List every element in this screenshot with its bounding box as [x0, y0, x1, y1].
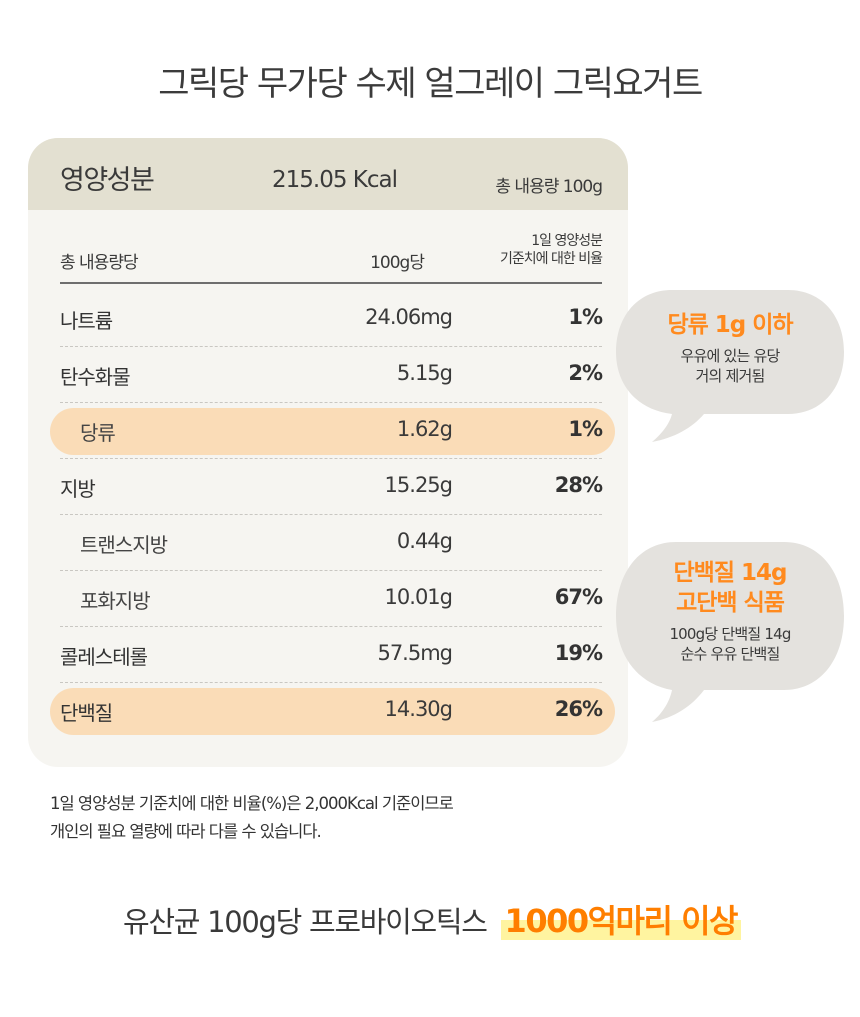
probiotics-count: 1000억마리 이상 — [504, 902, 739, 940]
nutrition-facts-card: 영양성분 215.05 Kcal 총 내용량 100g 총 내용량당 100g당… — [28, 138, 628, 767]
bubble-sub-line-2: 거의 제거됨 — [695, 367, 766, 385]
bubble-sub-line-2: 순수 우유 단백질 — [680, 645, 781, 663]
column-headers: 총 내용량당 100g당 1일 영양성분 기준치에 대한 비율 — [60, 226, 603, 284]
nutrient-amount: 5.15g — [396, 361, 453, 385]
nutrient-percent: 1% — [568, 305, 603, 329]
nutrient-name: 트랜스지방 — [80, 533, 168, 557]
nutrient-row-saturated-fat: 포화지방 10.01g 67% — [60, 571, 603, 627]
speech-bubble-sugar: 당류 1g 이하 우유에 있는 유당 거의 제거됨 — [612, 286, 848, 446]
nutrient-name: 당류 — [80, 421, 116, 445]
bubble-text: 당류 1g 이하 우유에 있는 유당 거의 제거됨 — [612, 310, 848, 386]
nutrient-row-sodium: 나트륨 24.06mg 1% — [60, 291, 603, 347]
nutrient-amount: 10.01g — [384, 585, 453, 609]
page-title: 그릭당 무가당 수제 얼그레이 그릭요거트 — [158, 64, 703, 104]
column-header-amount: 100g당 — [370, 253, 425, 273]
nutrient-name: 나트륨 — [60, 309, 113, 333]
ratio-line-1: 1일 영양성분 — [531, 233, 603, 249]
nutrient-amount: 24.06mg — [365, 305, 453, 329]
footnote-line-1: 1일 영양성분 기준치에 대한 비율(%)은 2,000Kcal 기준이므로 — [50, 794, 454, 813]
nutrient-row-trans-fat: 트랜스지방 0.44g — [60, 515, 602, 571]
bubble-text: 단백질 14g 고단백 식품 100g당 단백질 14g 순수 우유 단백질 — [612, 558, 848, 664]
marker-highlight — [500, 920, 741, 940]
speech-bubble-protein: 단백질 14g 고단백 식품 100g당 단백질 14g 순수 우유 단백질 — [612, 536, 848, 726]
nutrient-percent: 67% — [554, 585, 603, 609]
nutrient-percent: 28% — [554, 473, 603, 497]
nutrient-amount: 0.44g — [396, 529, 453, 553]
nutrient-amount: 1.62g — [396, 417, 453, 441]
probiotics-highlight: 1000억마리 이상 — [500, 896, 741, 942]
nutrient-name: 콜레스테롤 — [60, 645, 148, 669]
nutrient-name: 단백질 — [60, 701, 113, 725]
column-header-ratio: 1일 영양성분 기준치에 대한 비율 — [500, 232, 603, 268]
nutrient-percent: 2% — [568, 361, 603, 385]
bubble-sub-line-1: 100g당 단백질 14g — [669, 625, 791, 643]
nutrient-amount: 15.25g — [384, 473, 453, 497]
nutrient-row-carbohydrate: 탄수화물 5.15g 2% — [60, 347, 603, 403]
speech-bubble-shape-icon — [616, 290, 844, 442]
nutrient-percent: 1% — [568, 417, 603, 441]
nutrient-row-fat: 지방 15.25g 28% — [60, 459, 603, 515]
footnote: 1일 영양성분 기준치에 대한 비율(%)은 2,000Kcal 기준이므로 개… — [50, 790, 454, 846]
nutrient-amount: 14.30g — [384, 697, 453, 721]
bubble-headline-2: 고단백 식품 — [676, 590, 785, 616]
nutrient-percent: 19% — [554, 641, 603, 665]
bubble-headline-1: 단백질 14g — [673, 560, 788, 586]
nutrient-row-cholesterol: 콜레스테롤 57.5mg 19% — [60, 627, 603, 683]
calories: 215.05 Kcal — [272, 167, 398, 193]
nutrient-name: 지방 — [60, 477, 96, 501]
probiotics-claim: 유산균 100g당 프로바이오틱스 1000억마리 이상 — [0, 896, 860, 942]
row-highlight — [50, 688, 615, 735]
nutrition-label: 영양성분 — [60, 165, 155, 196]
footnote-line-2: 개인의 필요 열량에 따라 다를 수 있습니다. — [50, 822, 322, 841]
nutrition-header: 영양성분 215.05 Kcal 총 내용량 100g — [28, 138, 628, 210]
bubble-headline: 당류 1g 이하 — [667, 312, 793, 338]
nutrient-row-protein: 단백질 14.30g 26% — [50, 683, 615, 739]
row-highlight — [50, 408, 615, 455]
bubble-sub-line-1: 우유에 있는 유당 — [680, 347, 781, 365]
total-content: 총 내용량 100g — [495, 177, 603, 197]
speech-bubble-shape-icon — [616, 542, 844, 722]
column-header-name: 총 내용량당 — [60, 253, 139, 273]
probiotics-prefix: 유산균 100g당 프로바이오틱스 — [123, 905, 488, 939]
nutrient-row-sugar: 당류 1.62g 1% — [50, 403, 615, 459]
nutrient-percent: 26% — [554, 697, 603, 721]
ratio-line-2: 기준치에 대한 비율 — [500, 251, 603, 267]
nutrient-name: 포화지방 — [80, 589, 151, 613]
nutrient-amount: 57.5mg — [377, 641, 453, 665]
nutrient-name: 탄수화물 — [60, 365, 131, 389]
nutrient-rows: 나트륨 24.06mg 1% 탄수화물 5.15g 2% 당류 1.62g 1%… — [28, 291, 628, 739]
